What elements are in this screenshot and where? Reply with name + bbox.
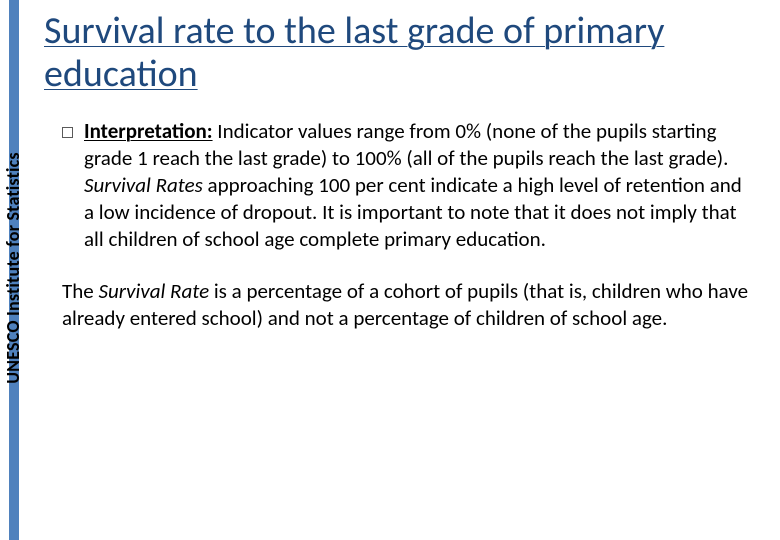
paragraph-2-wrap: The Survival Rate is a percentage of a c… (62, 278, 750, 332)
side-label: UNESCO Institute for Statistics (2, 108, 24, 428)
page-title: Survival rate to the last grade of prima… (44, 10, 744, 95)
para2-ital: Survival Rate (98, 278, 209, 304)
survival-rates-ital: Survival Rates (84, 172, 203, 198)
para2-pre: The (62, 278, 98, 304)
bullet-item: Interpretation: Indicator values range f… (62, 118, 750, 252)
body: Interpretation: Indicator values range f… (62, 118, 750, 332)
paragraph-2: The Survival Rate is a percentage of a c… (62, 278, 750, 332)
square-bullet-icon (62, 126, 84, 138)
slide: UNESCO Institute for Statistics Survival… (0, 0, 780, 540)
interpretation-paragraph: Interpretation: Indicator values range f… (84, 118, 750, 252)
interpretation-label: Interpretation: (84, 118, 213, 144)
